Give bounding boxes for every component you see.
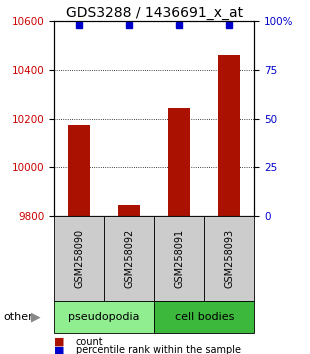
Text: GSM258091: GSM258091 [174,229,184,288]
Text: ■: ■ [54,337,65,347]
Bar [104,216,154,301]
Bar [154,301,254,333]
Bar [54,216,104,301]
Text: cell bodies: cell bodies [175,312,234,322]
Text: ■: ■ [54,346,65,354]
Text: GSM258092: GSM258092 [124,229,134,288]
Bar [168,108,190,216]
Text: count: count [76,337,104,347]
Bar [68,125,91,216]
Text: pseudopodia: pseudopodia [69,312,140,322]
Text: GSM258090: GSM258090 [74,229,84,288]
Text: GSM258093: GSM258093 [224,229,234,288]
Title: GDS3288 / 1436691_x_at: GDS3288 / 1436691_x_at [66,6,243,20]
Bar [218,55,241,216]
Bar [118,205,140,216]
Text: ▶: ▶ [31,310,41,323]
Bar [154,216,204,301]
Text: percentile rank within the sample: percentile rank within the sample [76,346,241,354]
Bar [204,216,254,301]
Bar [54,301,154,333]
Text: other: other [3,312,33,322]
